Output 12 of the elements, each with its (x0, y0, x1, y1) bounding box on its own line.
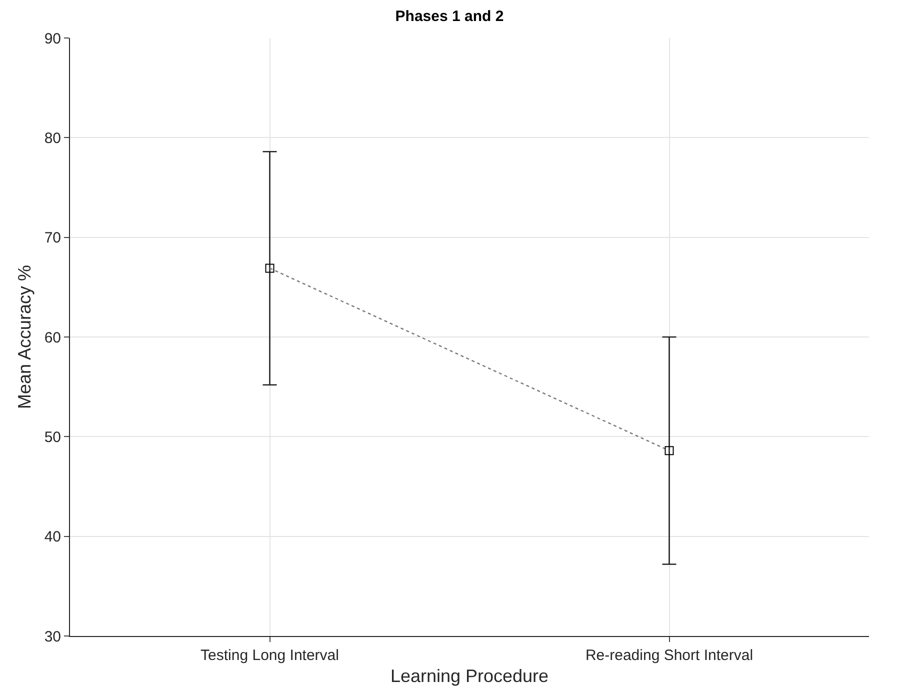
x-axis-title: Learning Procedure (390, 666, 549, 686)
y-tick-label: 30 (44, 628, 61, 646)
y-axis-title: Mean Accuracy % (14, 264, 35, 410)
y-tick-label: 70 (44, 230, 61, 247)
y-tick-label: 50 (44, 428, 61, 446)
chart-title: Phases 1 and 2 (395, 8, 504, 25)
x-tick-label: Re-reading Short Interval (585, 647, 754, 664)
y-tick-label: 60 (44, 329, 61, 346)
y-tick-label: 80 (44, 130, 61, 147)
y-tick-label: 90 (44, 30, 61, 48)
y-tick-label: 40 (44, 528, 61, 546)
x-tick-label: Testing Long Interval (200, 647, 339, 664)
